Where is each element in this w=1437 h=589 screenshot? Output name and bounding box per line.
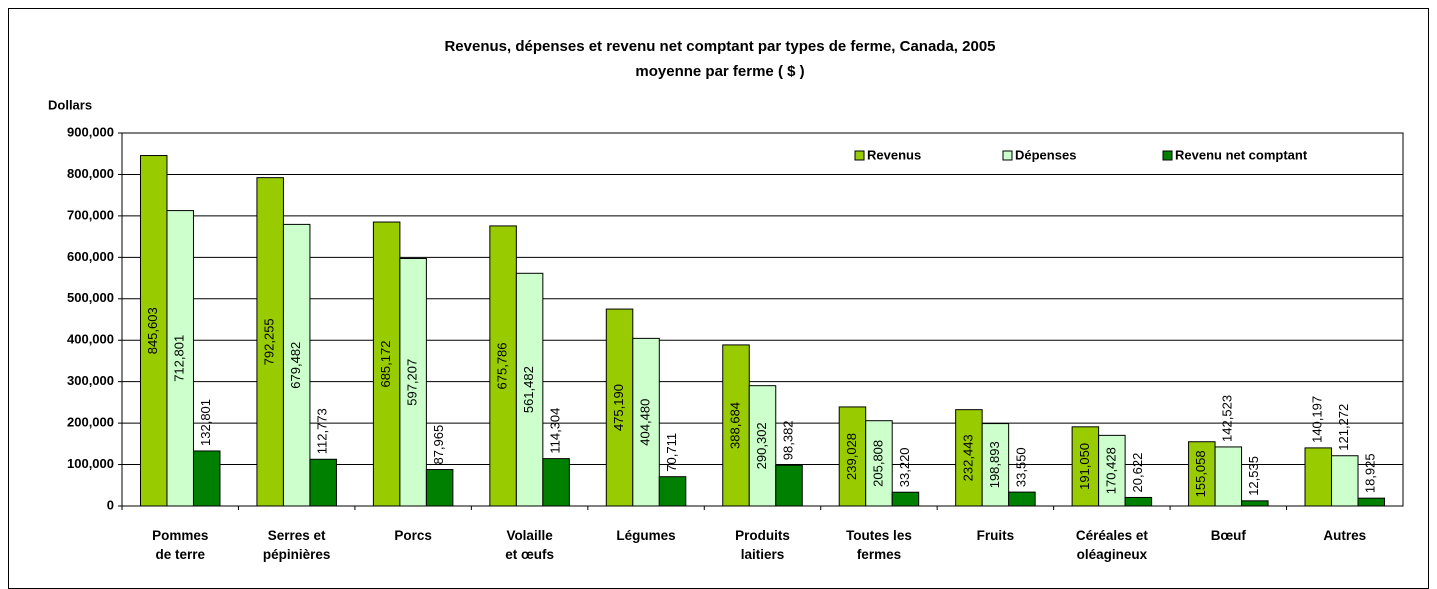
y-tick-label: 400,000 [67, 332, 114, 347]
x-tick-label: Fruits [976, 528, 1015, 543]
legend-swatch [854, 150, 865, 161]
bar [192, 450, 221, 507]
data-label: 205,808 [870, 440, 885, 487]
data-label: 33,550 [1013, 447, 1028, 487]
bar [632, 337, 660, 507]
x-tick-label: Toutes les fermes [846, 528, 912, 562]
x-tick-label: Produits laitiers [735, 528, 790, 562]
x-tick-label: Autres [1323, 528, 1367, 543]
bar [372, 221, 401, 507]
data-label: 232,443 [960, 434, 975, 481]
bar [489, 225, 517, 507]
bar [722, 344, 750, 507]
y-tick-label: 700,000 [67, 207, 114, 222]
bar [838, 406, 867, 507]
data-label: 191,050 [1077, 443, 1092, 490]
data-label: 114,304 [548, 408, 563, 454]
data-label: 33,220 [897, 447, 912, 487]
bar [1304, 447, 1333, 507]
bar [1098, 434, 1126, 507]
bar [775, 464, 803, 507]
data-label: 155,058 [1193, 450, 1208, 497]
data-label: 20,622 [1130, 453, 1145, 493]
data-label: 170,428 [1103, 447, 1118, 494]
data-label: 18,925 [1363, 453, 1378, 493]
x-tick-label: Porcs [394, 528, 432, 543]
bar [748, 385, 777, 507]
bar [139, 155, 168, 507]
data-label: 675,786 [495, 342, 510, 389]
data-label: 140,197 [1310, 396, 1325, 443]
y-tick-label: 0 [107, 497, 114, 512]
data-label: 712,801 [172, 335, 187, 382]
data-label: 198,893 [987, 441, 1002, 488]
y-tick-label: 300,000 [67, 373, 114, 388]
bar [1241, 500, 1269, 507]
bar [515, 272, 544, 507]
bar [1214, 446, 1243, 507]
x-tick-label: Serres et pépinières [262, 528, 331, 562]
bar [865, 420, 893, 507]
y-tick-label: 200,000 [67, 415, 114, 430]
bar [256, 177, 284, 507]
bar [658, 476, 687, 507]
bar [425, 469, 454, 507]
bar [1331, 455, 1359, 507]
data-label: 132,801 [198, 399, 213, 446]
bar [309, 458, 337, 507]
data-label: 121,272 [1336, 404, 1351, 451]
x-tick-label: Bœuf [1210, 528, 1246, 543]
y-tick-label: 600,000 [67, 249, 114, 264]
data-label: 475,190 [611, 384, 626, 431]
y-tick-label: 500,000 [67, 290, 114, 305]
legend-swatch [1162, 150, 1173, 161]
y-axis-label: Dollars [48, 97, 92, 112]
y-tick-label: 900,000 [67, 124, 114, 139]
data-label: 388,684 [727, 402, 742, 449]
x-tick-label: Volaille et œufs [505, 528, 554, 562]
data-label: 12,535 [1246, 456, 1261, 496]
data-label: 112,773 [315, 408, 330, 454]
data-label: 792,255 [262, 318, 277, 365]
bar [981, 423, 1010, 507]
data-label: 70,711 [664, 433, 679, 472]
x-tick-label: Pommes de terre [152, 528, 209, 562]
legend-label: Dépenses [1015, 147, 1076, 162]
bar [1357, 497, 1386, 507]
bar [1008, 491, 1036, 507]
x-tick-label: Légumes [616, 528, 676, 543]
data-label: 404,480 [637, 399, 652, 446]
legend-label: Revenus [867, 147, 921, 162]
x-tick-label: Céréales et oléagineux [1075, 528, 1148, 562]
y-tick-label: 800,000 [67, 166, 114, 181]
data-label: 239,028 [844, 433, 859, 480]
bar [166, 210, 194, 507]
bar [955, 409, 983, 507]
data-label: 142,523 [1220, 395, 1235, 442]
legend-swatch [1002, 150, 1013, 161]
data-label: 679,482 [288, 342, 303, 389]
data-label: 597,207 [405, 359, 420, 406]
data-label: 290,302 [754, 422, 769, 469]
bar [1071, 426, 1100, 507]
chart-subtitle: moyenne par ferme ( $ ) [635, 63, 804, 80]
y-tick-label: 100,000 [67, 456, 114, 471]
bar [891, 491, 920, 507]
bar [1124, 496, 1153, 507]
legend-label: Revenu net comptant [1175, 147, 1308, 162]
data-label: 98,382 [780, 420, 795, 460]
chart-title: Revenus, dépenses et revenu net comptant… [444, 38, 995, 55]
data-label: 87,965 [431, 425, 446, 465]
bar [542, 458, 570, 507]
data-label: 685,172 [378, 341, 393, 388]
bar [399, 257, 427, 507]
data-label: 845,603 [145, 307, 160, 354]
bar [282, 223, 311, 507]
data-label: 561,482 [521, 366, 536, 413]
